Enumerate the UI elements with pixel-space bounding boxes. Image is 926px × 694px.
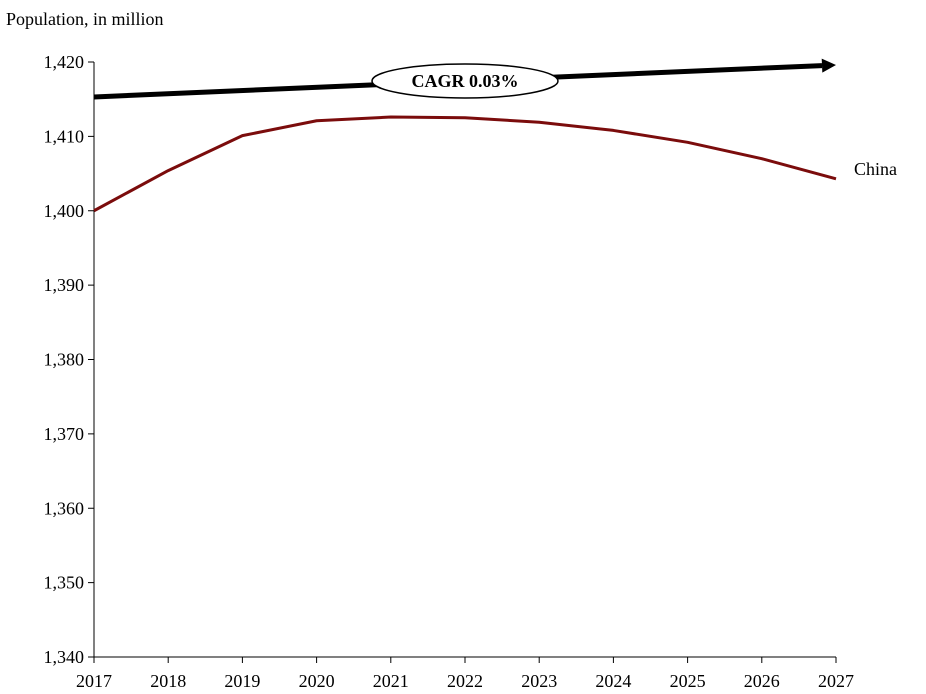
y-axis-title: Population, in million [6, 9, 164, 29]
y-axis-ticks: 1,340 1,350 1,360 1,370 1,380 1,390 1,400 1,410… [44, 52, 94, 667]
y-tick-label: 1,370 [44, 424, 85, 444]
y-tick-label: 1,350 [44, 573, 85, 593]
x-tick-label: 2027 [818, 671, 854, 691]
cagr-arrow-head [821, 58, 836, 73]
x-tick-label: 2023 [521, 671, 557, 691]
y-tick-label: 1,360 [44, 498, 85, 518]
y-tick-label: 1,390 [44, 275, 85, 295]
y-tick-label: 1,410 [44, 126, 85, 146]
series-group: China [93, 115, 897, 213]
y-tick-label: 1,340 [44, 647, 85, 667]
x-axis-ticks: 2017 2018 2019 2020 2021 2022 2023 2024 2025 2026… [76, 657, 854, 691]
cagr-trend-annotation: CAGR 0.03% [93, 58, 836, 100]
series-label-china: China [854, 159, 897, 179]
x-tick-label: 2020 [299, 671, 335, 691]
x-tick-label: 2019 [224, 671, 260, 691]
cagr-label: CAGR 0.03% [412, 71, 519, 91]
y-tick-label: 1,400 [44, 201, 85, 221]
x-tick-label: 2025 [670, 671, 706, 691]
x-tick-label: 2021 [373, 671, 409, 691]
x-tick-label: 2024 [595, 671, 631, 691]
y-tick-label: 1,380 [44, 350, 85, 370]
x-tick-label: 2026 [744, 671, 780, 691]
y-tick-label: 1,420 [44, 52, 85, 72]
x-tick-label: 2022 [447, 671, 483, 691]
x-tick-label: 2017 [76, 671, 112, 691]
series-line-china [93, 115, 837, 213]
x-tick-label: 2018 [150, 671, 186, 691]
cagr-ellipse [371, 63, 559, 99]
